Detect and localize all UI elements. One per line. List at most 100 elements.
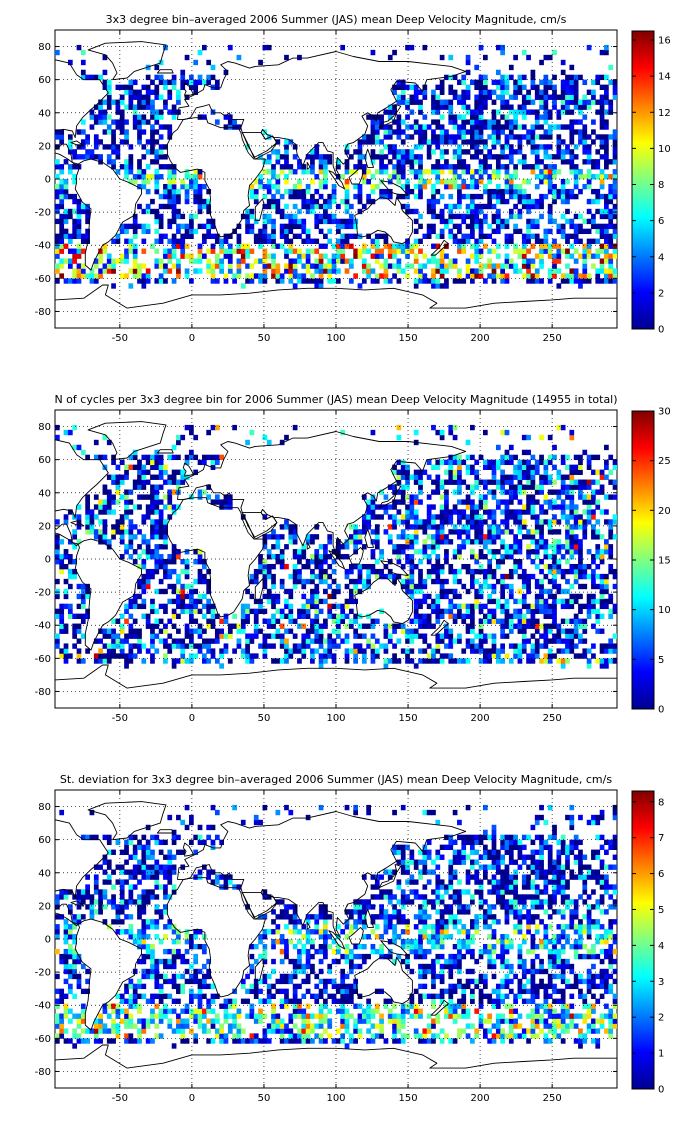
bin-cell <box>284 603 289 610</box>
bin-cell <box>396 549 402 555</box>
bin-cell <box>513 563 518 570</box>
bin-cell <box>465 164 471 170</box>
bin-cell <box>591 559 596 565</box>
bin-cell <box>508 263 514 269</box>
bin-cell <box>392 104 397 110</box>
bin-cell <box>504 459 510 466</box>
bin-cell <box>495 188 501 195</box>
bin-cell <box>513 134 518 140</box>
bin-cell <box>591 174 596 180</box>
bin-cell <box>578 228 583 235</box>
bin-cell <box>301 603 307 610</box>
bin-cell <box>370 154 376 160</box>
bin-cell <box>491 519 497 525</box>
bin-cell <box>508 233 514 239</box>
bin-cell <box>245 588 250 595</box>
bin-cell <box>426 494 432 500</box>
bin-cell <box>448 598 454 605</box>
bin-cell <box>189 643 194 649</box>
bin-cell <box>517 549 523 555</box>
bin-cell <box>599 169 605 175</box>
bin-cell <box>595 238 601 244</box>
bin-cell <box>465 213 471 220</box>
bin-cell <box>491 248 497 254</box>
bin-cell <box>132 89 138 95</box>
bin-cell <box>500 278 505 284</box>
bin-cell <box>271 203 276 210</box>
bin-cell <box>478 638 484 644</box>
bin-cell <box>457 633 462 639</box>
bin-cell <box>323 559 328 565</box>
bin-cell <box>591 94 596 100</box>
bin-cell <box>361 139 367 145</box>
bin-cell <box>128 179 134 185</box>
bin-cell <box>530 474 536 480</box>
bin-cell <box>534 174 540 180</box>
bin-cell <box>426 658 432 664</box>
bin-cell <box>154 489 160 495</box>
bin-cell <box>344 198 350 205</box>
bin-cell <box>435 99 441 105</box>
bin-cell <box>374 243 380 249</box>
bin-cell <box>560 648 566 654</box>
bin-cell <box>154 188 160 195</box>
bin-cell <box>608 198 614 205</box>
bin-cell <box>457 124 462 130</box>
bin-cell <box>517 79 523 86</box>
bin-cell <box>163 519 168 525</box>
bin-cell <box>491 218 497 225</box>
bin-cell <box>266 618 272 624</box>
bin-cell <box>448 139 454 145</box>
bin-cell <box>444 149 449 155</box>
bin-cell <box>470 144 475 150</box>
bin-cell <box>262 169 268 175</box>
bin-cell <box>80 238 86 244</box>
bin-cell <box>132 464 138 470</box>
bin-cell <box>470 124 475 130</box>
bin-cell <box>448 603 454 610</box>
bin-cell <box>521 49 527 56</box>
bin-cell <box>366 568 371 575</box>
bin-cell <box>612 149 617 155</box>
bin-cell <box>418 549 423 555</box>
bin-cell <box>102 658 108 664</box>
bin-cell <box>59 263 65 269</box>
bin-cell <box>513 464 518 470</box>
bin-cell <box>106 94 112 100</box>
bin-cell <box>361 583 367 590</box>
bin-cell <box>219 454 224 461</box>
bin-cell <box>552 539 557 545</box>
bin-cell <box>431 109 436 115</box>
bin-cell <box>206 638 212 644</box>
bin-cell <box>340 198 346 205</box>
bin-cell <box>124 258 129 264</box>
bin-cell <box>314 633 320 639</box>
bin-cell <box>491 613 497 619</box>
bin-cell <box>344 159 350 165</box>
bin-cell <box>266 623 272 629</box>
bin-cell <box>305 598 311 605</box>
bin-cell <box>604 444 609 451</box>
bin-cell <box>573 129 579 135</box>
bin-cell <box>586 499 592 505</box>
bin-cell <box>426 534 432 540</box>
bin-cell <box>240 253 246 259</box>
bin-cell <box>413 613 419 619</box>
bin-cell <box>491 608 497 615</box>
bin-cell <box>128 658 134 664</box>
bin-cell <box>132 504 138 510</box>
bin-cell <box>76 248 82 254</box>
bin-cell <box>482 89 488 95</box>
bin-cell <box>474 243 480 249</box>
bin-cell <box>128 544 134 550</box>
bin-cell <box>266 563 272 570</box>
bin-cell <box>301 638 307 644</box>
bin-cell <box>444 554 449 560</box>
bin-cell <box>275 633 281 639</box>
bin-cell <box>193 653 199 659</box>
bin-cell <box>106 159 112 165</box>
bin-cell <box>318 243 324 249</box>
bin-cell <box>448 169 454 175</box>
bin-cell <box>578 169 583 175</box>
